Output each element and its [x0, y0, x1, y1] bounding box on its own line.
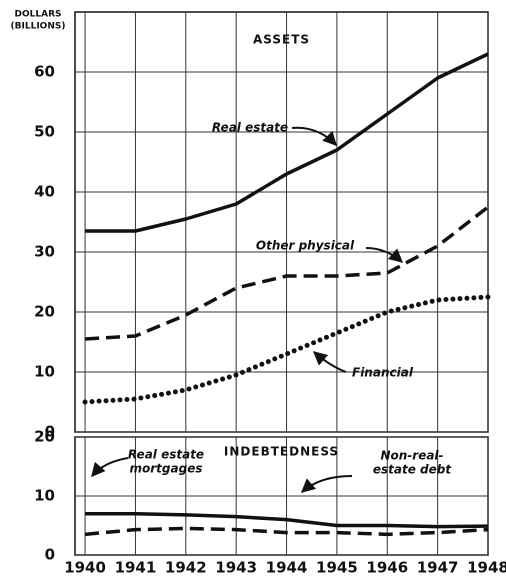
series-label: Other physical	[256, 239, 355, 253]
label-arrow	[312, 351, 347, 373]
series-line	[84, 526, 489, 537]
series-label: Real estate	[212, 121, 288, 135]
y-axis-label: DOLLARS	[15, 10, 62, 20]
y-tick-label: 50	[34, 123, 55, 141]
plot-frame	[74, 11, 489, 433]
panel-title: ASSETS	[253, 33, 310, 47]
y-tick-label: 60	[34, 63, 55, 81]
y-tick-label: 20	[34, 303, 55, 321]
label-arrow	[300, 475, 353, 493]
y-tick-label: 10	[34, 487, 55, 505]
series-line	[84, 205, 490, 341]
x-tick-label: 1942	[165, 559, 207, 577]
series-label: Financial	[352, 366, 414, 380]
series-label: Real estate	[128, 448, 204, 462]
label-arrow	[291, 126, 337, 147]
y-tick-label: 30	[34, 243, 55, 261]
series-line	[82, 294, 491, 405]
x-tick-label: 1941	[115, 559, 157, 577]
label-arrow	[365, 247, 404, 263]
x-tick-label: 1943	[215, 559, 257, 577]
x-tick-label: 1946	[366, 559, 408, 577]
label-arrow	[91, 457, 129, 478]
x-tick-label: 1944	[266, 559, 308, 577]
y-tick-label: 0	[45, 423, 55, 441]
series-line	[85, 52, 489, 233]
x-tick-label: 1948	[467, 559, 506, 577]
series-line	[85, 511, 489, 529]
x-tick-label: 1945	[316, 559, 358, 577]
y-tick-label: 20	[34, 428, 55, 446]
x-tick-label: 1940	[64, 559, 106, 577]
series-label: mortgages	[130, 462, 203, 476]
series-label: estate debt	[373, 463, 452, 477]
series-label: Non-real-	[380, 449, 443, 463]
y-tick-label: 10	[34, 363, 55, 381]
panel-title: INDEBTEDNESS	[224, 445, 339, 459]
x-tick-label: 1947	[417, 559, 459, 577]
y-tick-label: 0	[45, 546, 55, 564]
y-axis-label: (BILLIONS)	[11, 22, 66, 32]
y-tick-label: 40	[34, 183, 55, 201]
